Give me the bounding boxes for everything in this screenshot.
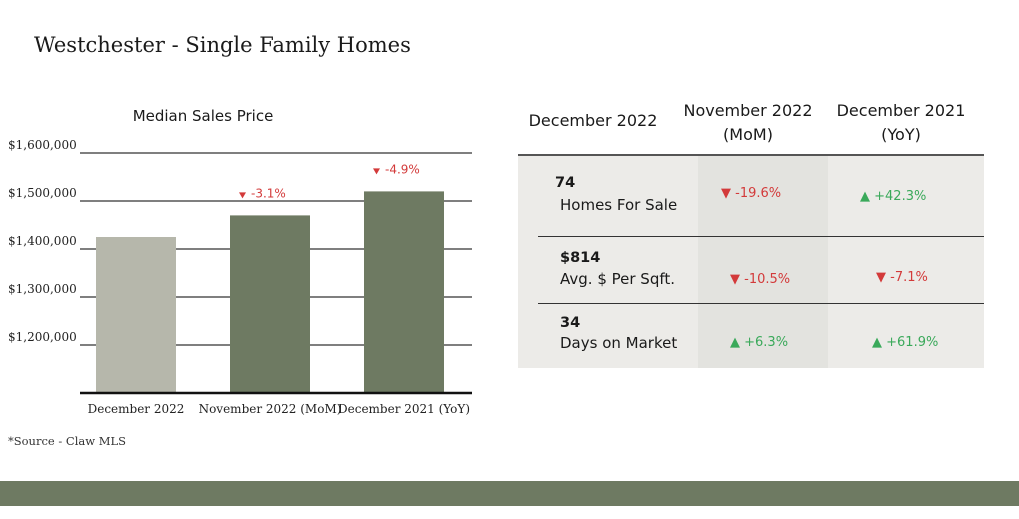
header-yoy: December 2021 (YoY) [823,99,979,147]
homes-for-sale-label: Homes For Sale [560,196,678,214]
bar-change-label: -3.1% [251,186,286,200]
header-mom-text: November 2022 (MoM) [683,101,813,144]
footer-band [0,481,1019,506]
days-on-market-label: Days on Market [560,334,678,352]
avg-price-per-sqft-mom-change: ▼ -10.5% [730,272,791,287]
down-arrow-icon [373,168,380,175]
homes-for-sale-mom-change: ▼ -19.6% [721,186,782,201]
homes-for-sale-yoy-change: ▲ +42.3% [860,189,927,204]
bar [230,215,310,393]
y-tick-label: $1,400,000 [8,234,77,248]
col-bg-yoy [828,156,984,368]
bar [364,191,444,393]
x-tick-label: November 2022 (MoM) [199,402,342,416]
down-arrow-icon [239,192,246,199]
header-yoy-text: December 2021 (YoY) [836,101,966,144]
homes-for-sale-value: 74 [555,175,576,191]
header-current-text: December 2022 [528,111,658,130]
header-current: December 2022 [518,109,668,133]
days-on-market-mom-change: ▲ +6.3% [730,335,789,350]
y-tick-label: $1,300,000 [8,282,77,296]
col-bg-current [518,156,698,368]
y-tick-label: $1,500,000 [8,186,77,200]
page-title: Westchester - Single Family Homes [34,33,411,57]
y-tick-label: $1,600,000 [8,138,77,152]
avg-price-per-sqft-yoy-change: ▼ -7.1% [876,270,928,285]
bar-change-label: -4.9% [385,162,420,176]
header-divider [518,154,984,156]
median-sales-price-chart: Median Sales Price $1,200,000 $1,300,000 $1… [8,107,472,416]
header-mom: November 2022 (MoM) [668,99,828,147]
row-divider [538,303,984,304]
row-divider [538,236,984,237]
days-on-market-value: 34 [560,315,581,331]
avg-price-per-sqft-value: $814 [560,250,601,266]
bar [96,237,176,393]
days-on-market-yoy-change: ▲ +61.9% [872,335,939,350]
y-tick-label: $1,200,000 [8,330,77,344]
avg-price-per-sqft-label: Avg. $ Per Sqft. [560,270,676,288]
source-note: *Source - Claw MLS [8,434,127,448]
x-tick-label: December 2022 [88,402,185,416]
x-tick-label: December 2021 (YoY) [338,402,470,416]
market-stats-table: December 2022 November 2022 (MoM) Decembe… [518,95,984,375]
chart-title: Median Sales Price [133,107,274,125]
col-bg-mom [698,156,828,368]
